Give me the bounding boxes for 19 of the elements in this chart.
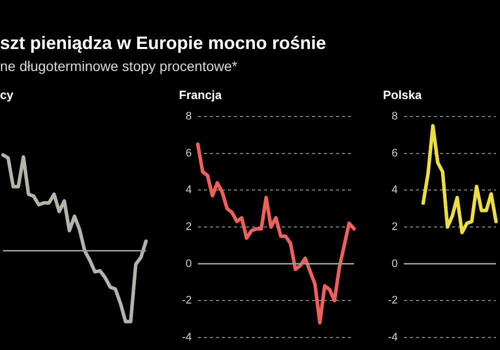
y-tick-label: 0	[392, 258, 398, 270]
y-tick-label: 8	[392, 110, 398, 123]
text: Polska	[383, 88, 422, 102]
text: Francja	[179, 88, 222, 102]
y-tick-label: 4	[392, 184, 398, 196]
y-tick-label: 8	[186, 110, 192, 123]
y-tick-label: 6	[392, 147, 398, 160]
y-tick-label: 6	[186, 147, 192, 160]
chart-subtitle: ne długoterminowe stopy procentowe*	[0, 58, 238, 74]
text: cy	[0, 88, 14, 102]
y-tick-label: 2	[392, 221, 398, 234]
y-tick-label: 4	[186, 184, 192, 196]
y-tick-label: -2	[388, 294, 398, 307]
y-tick-label: -4	[388, 331, 398, 344]
y-tick-label: 2	[186, 221, 192, 234]
y-tick-label: -2	[182, 294, 192, 307]
y-tick-label: -4	[182, 331, 192, 344]
chart-title: szt pieniądza w Europie mocno rośnie	[0, 33, 326, 54]
y-tick-label: 0	[186, 258, 192, 270]
